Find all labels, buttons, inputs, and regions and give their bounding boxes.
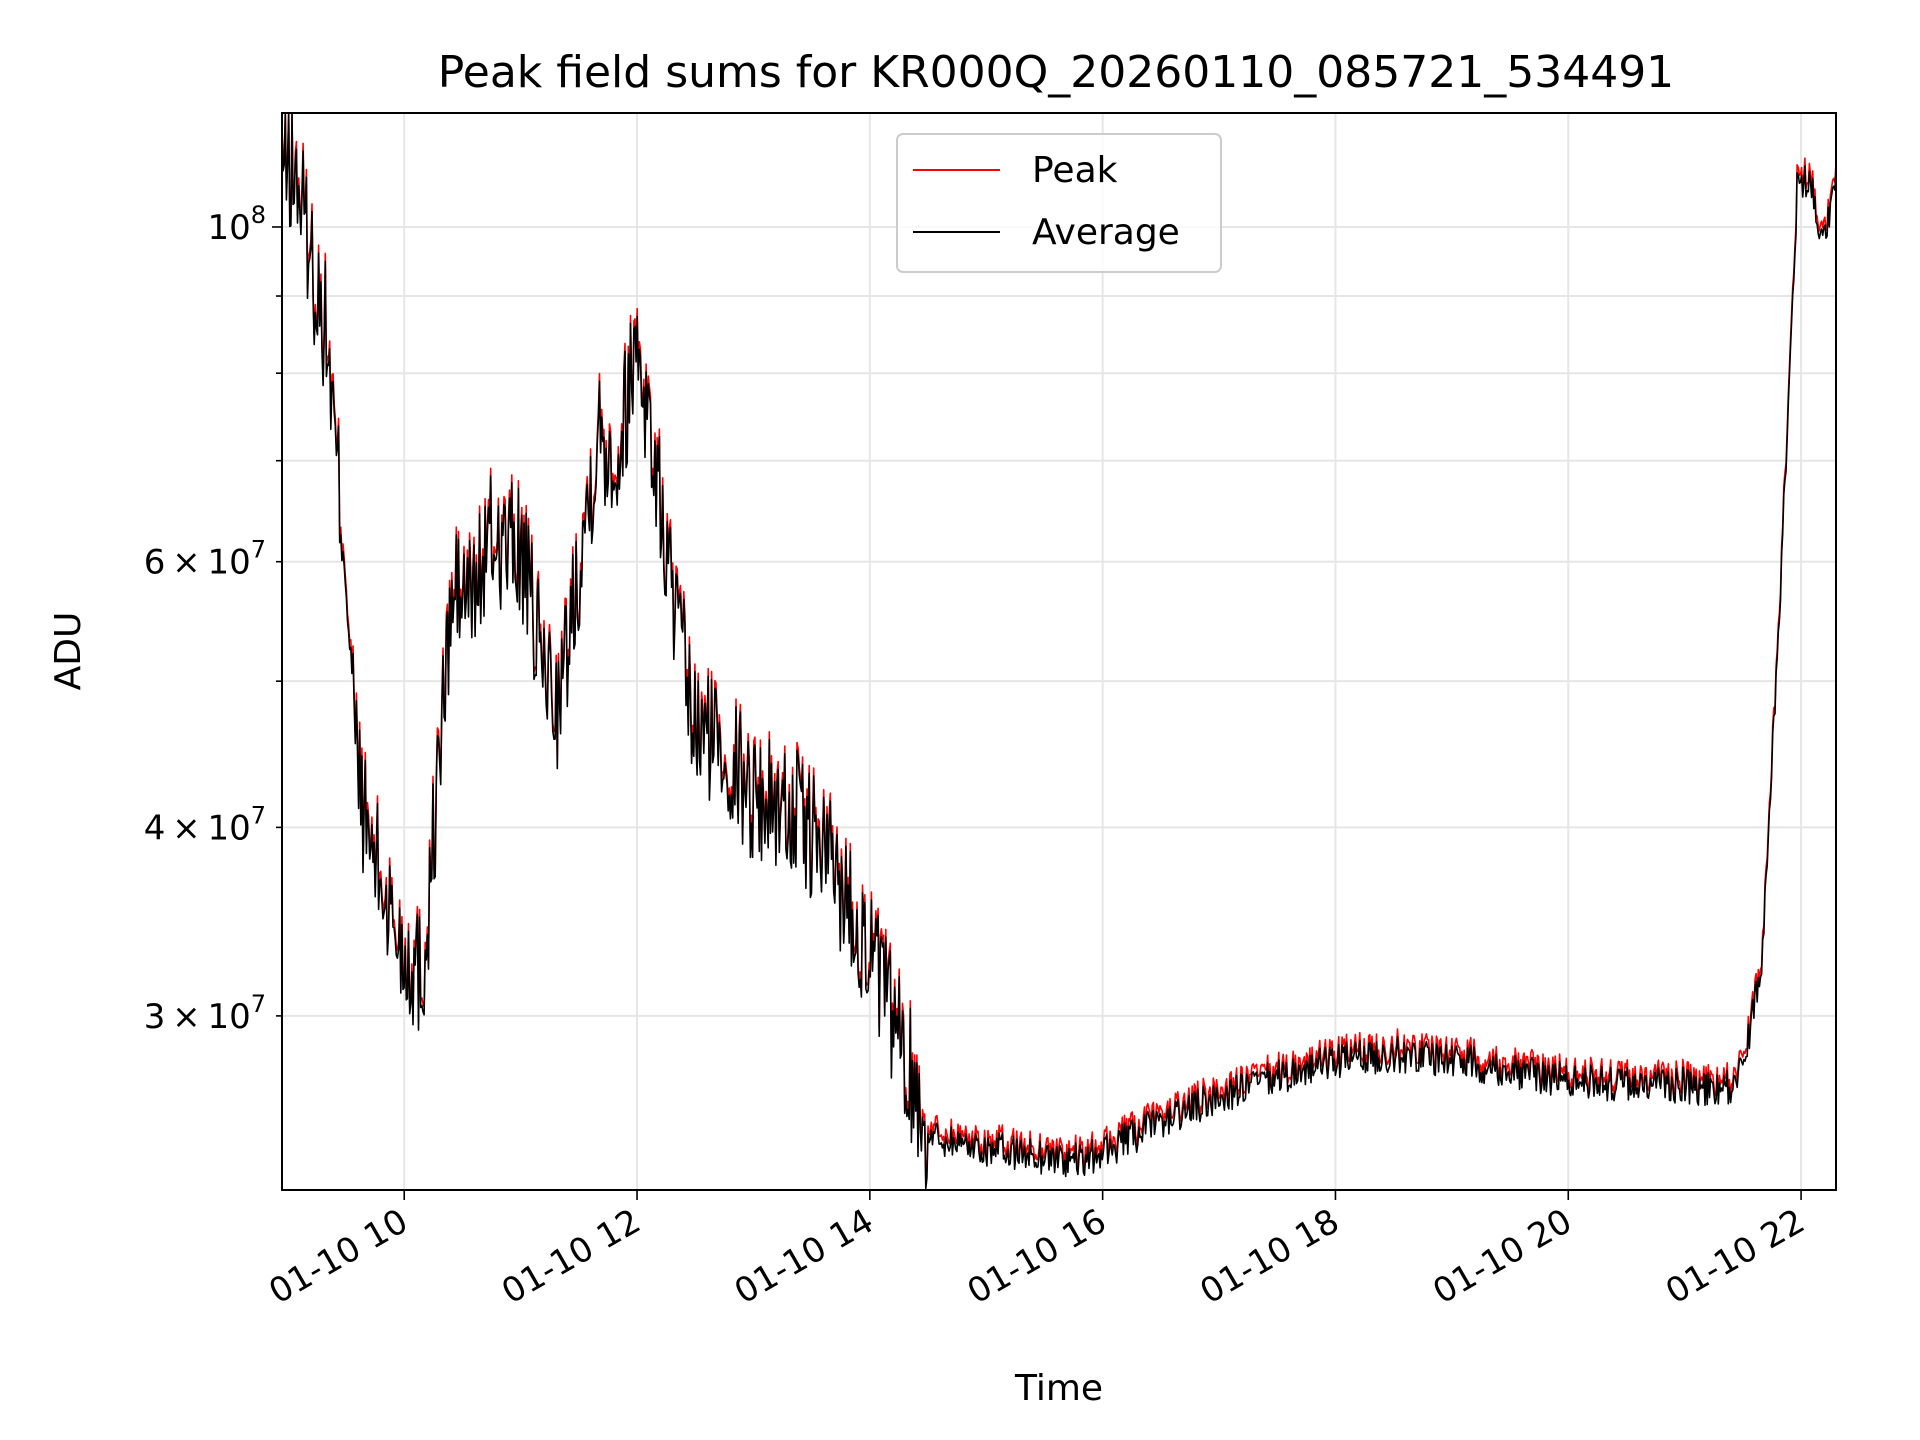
y-axis-ticks: 108 3 × 107 4 × 107 6 × 107	[144, 201, 282, 1037]
x-axis-label: Time	[1014, 1368, 1103, 1409]
legend: Peak Average	[896, 133, 1222, 273]
legend-box	[896, 133, 1222, 273]
plot-frame	[281, 112, 1837, 1191]
y-tick-label: 4 × 107	[144, 801, 266, 848]
y-axis-label: ADU	[48, 612, 89, 691]
legend-label-average: Average	[1032, 212, 1180, 253]
y-tick-label: 108	[207, 201, 266, 248]
series-layer	[281, 112, 1837, 1190]
legend-label-peak: Peak	[1032, 150, 1118, 191]
y-tick-label: 6 × 107	[144, 536, 266, 583]
grid	[282, 113, 1836, 1190]
series-line-average	[281, 112, 1837, 1190]
y-tick-label: 3 × 107	[144, 990, 266, 1037]
chart-title: Peak field sums for KR000Q_20260110_0857…	[438, 47, 1674, 98]
